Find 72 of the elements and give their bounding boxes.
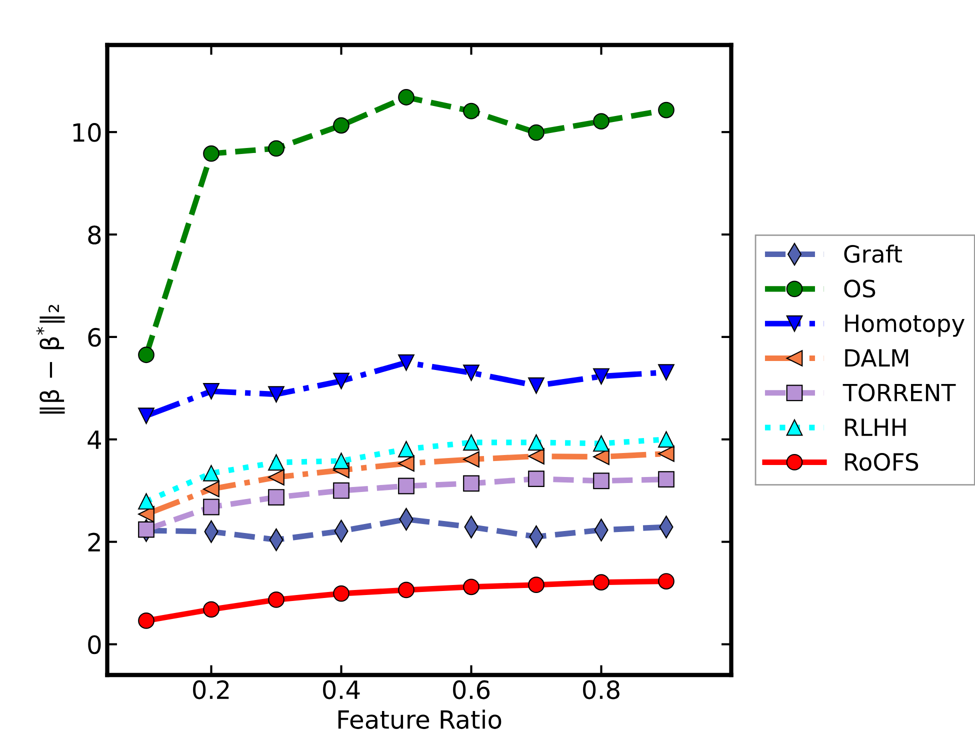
legend-label: DALM (845, 349, 908, 367)
point (658, 471, 674, 488)
point (333, 117, 350, 134)
point (268, 469, 284, 486)
point (658, 431, 674, 448)
point (203, 383, 220, 400)
point (658, 102, 674, 118)
point (528, 576, 544, 594)
y-tick-label: 4 (88, 430, 101, 449)
y-tick-label: 8 (88, 225, 101, 244)
legend-label: Graft (844, 244, 902, 263)
point (268, 454, 284, 471)
point (138, 612, 154, 629)
x-tick-label: 0.4 (323, 680, 360, 700)
point (268, 140, 284, 157)
point (203, 145, 220, 162)
point (528, 377, 544, 394)
legend-label: RoOFS (845, 452, 918, 471)
point (463, 451, 480, 468)
point (463, 102, 480, 120)
point (528, 124, 544, 141)
point (658, 573, 674, 590)
point (593, 574, 610, 590)
point (398, 354, 414, 371)
y-tick-label: 0 (88, 635, 101, 654)
point (138, 408, 154, 424)
y-tick-label: 2 (88, 532, 100, 552)
point (593, 368, 610, 385)
legend-label: Homotopy (845, 314, 965, 337)
legend-label: RLHH (845, 418, 906, 436)
point (398, 582, 414, 598)
legend-label: OS (844, 280, 876, 298)
point (138, 346, 154, 364)
point (138, 521, 154, 538)
point (463, 475, 480, 492)
x-tick-label: 0.6 (453, 680, 490, 700)
point (463, 364, 480, 381)
point (268, 386, 284, 403)
point (658, 364, 674, 380)
point (333, 585, 350, 602)
y-axis-title: ‖β − β$^{*}$‖₂ (36, 304, 65, 414)
point (138, 506, 154, 522)
point (593, 113, 610, 130)
point (658, 446, 674, 462)
point (528, 434, 544, 451)
point (398, 440, 414, 458)
point (593, 448, 610, 465)
point (203, 480, 220, 498)
point (333, 452, 350, 470)
y-tick-label: 6 (88, 328, 101, 347)
point (203, 601, 220, 618)
point (528, 470, 544, 488)
point (463, 434, 480, 451)
point (463, 578, 480, 596)
point (398, 478, 414, 494)
y-tick-label: 10 (73, 123, 101, 142)
point (593, 472, 610, 490)
point (333, 482, 350, 499)
point (203, 498, 220, 516)
point (593, 435, 610, 452)
legend-label: TORRENT (842, 384, 956, 402)
point (268, 592, 284, 608)
point (203, 465, 220, 482)
point (333, 372, 350, 390)
x-tick-label: 0.2 (193, 680, 229, 700)
x-axis-title: Feature Ratio (338, 710, 502, 729)
point (138, 493, 154, 510)
point (268, 489, 284, 506)
point (528, 448, 544, 464)
point (398, 455, 414, 472)
point (398, 89, 414, 106)
x-tick-label: 0.8 (583, 680, 620, 700)
